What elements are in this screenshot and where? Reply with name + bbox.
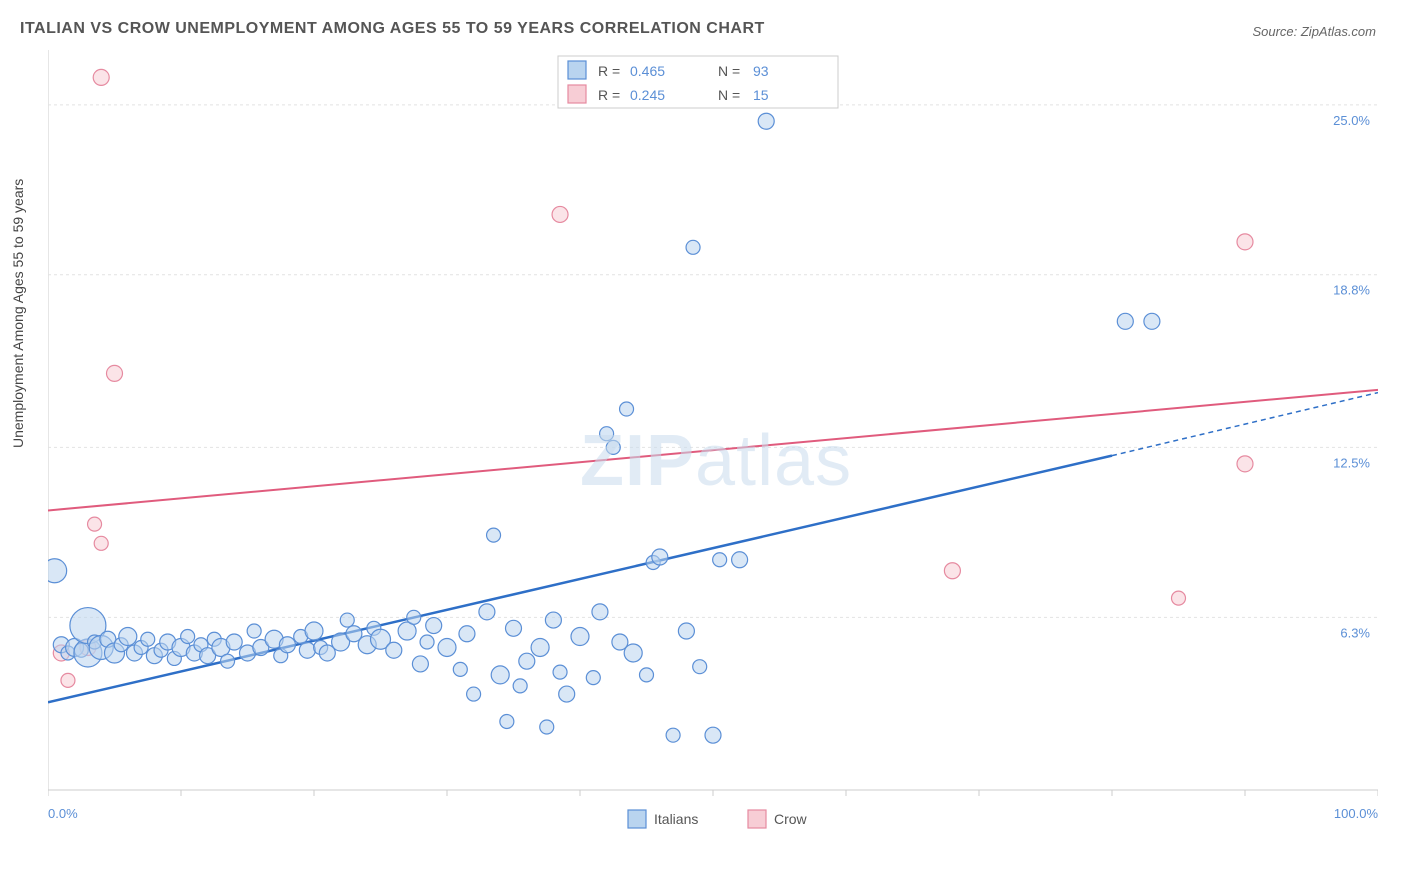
svg-text:25.0%: 25.0% (1333, 113, 1370, 128)
svg-text:Italians: Italians (654, 811, 698, 827)
svg-text:100.0%: 100.0% (1334, 806, 1378, 821)
svg-text:N =: N = (718, 87, 740, 103)
source-prefix: Source: (1252, 24, 1300, 39)
scatter-plot-svg: 6.3% 12.5% 18.8% 25.0% 0.0% 100.0% R = 0.465 N =… (48, 50, 1378, 850)
chart-title: ITALIAN VS CROW UNEMPLOYMENT AMONG AGES … (20, 20, 765, 38)
svg-text:R =: R = (598, 63, 620, 79)
svg-text:15: 15 (753, 87, 769, 103)
svg-text:Crow: Crow (774, 811, 808, 827)
svg-text:6.3%: 6.3% (1340, 625, 1370, 640)
svg-text:N =: N = (718, 63, 740, 79)
chart-container: ITALIAN VS CROW UNEMPLOYMENT AMONG AGES … (0, 0, 1406, 892)
svg-text:12.5%: 12.5% (1333, 455, 1370, 470)
source-name: ZipAtlas.com (1301, 24, 1376, 39)
svg-text:R =: R = (598, 87, 620, 103)
svg-text:0.245: 0.245 (630, 87, 665, 103)
plot-area: 6.3% 12.5% 18.8% 25.0% 0.0% 100.0% R = 0.465 N =… (48, 50, 1378, 820)
svg-text:18.8%: 18.8% (1333, 283, 1370, 298)
svg-text:0.465: 0.465 (630, 63, 665, 79)
svg-text:93: 93 (753, 63, 769, 79)
svg-text:0.0%: 0.0% (48, 806, 78, 821)
source-credit: Source: ZipAtlas.com (1252, 24, 1376, 39)
y-axis-label: Unemployment Among Ages 55 to 59 years (10, 179, 26, 448)
